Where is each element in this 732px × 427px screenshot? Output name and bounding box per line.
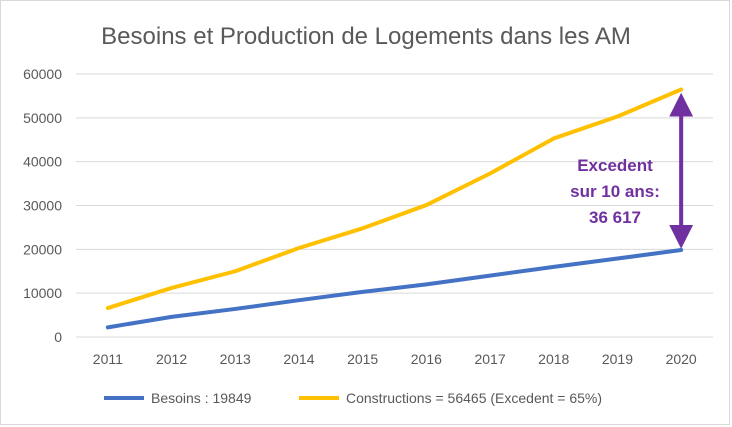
y-tick-label-40000: 40000 xyxy=(23,154,62,170)
x-tick-label-2017: 2017 xyxy=(474,351,505,367)
series-line-constructions xyxy=(105,87,684,311)
legend-label-constructions: Constructions = 56465 (Excedent = 65%) xyxy=(346,390,602,406)
chart-title: Besoins et Production de Logements dans … xyxy=(101,23,631,50)
x-tick-label-2012: 2012 xyxy=(156,351,187,367)
y-tick-label-30000: 30000 xyxy=(23,198,62,214)
x-tick-label-2019: 2019 xyxy=(602,351,633,367)
x-tick-label-2014: 2014 xyxy=(283,351,314,367)
x-tick-label-2020: 2020 xyxy=(666,351,697,367)
y-tick-label-10000: 10000 xyxy=(23,285,62,301)
y-tick-label-60000: 60000 xyxy=(23,66,62,82)
annotation-line-1: Excedent xyxy=(577,156,653,175)
x-tick-label-2016: 2016 xyxy=(411,351,442,367)
series-line-besoins xyxy=(105,248,684,330)
grid-lines xyxy=(76,73,713,294)
x-tick-label-2018: 2018 xyxy=(538,351,569,367)
axes: 0 10000 20000 30000 40000 50000 60000 2011 2012 2… xyxy=(23,66,713,367)
annotation-line-3: 36 617 xyxy=(589,208,641,227)
y-tick-label-0: 0 xyxy=(54,329,62,345)
y-tick-label-20000: 20000 xyxy=(23,241,62,257)
legend: Besoins : 19849 Constructions = 56465 (E… xyxy=(104,390,602,406)
x-tick-label-2011: 2011 xyxy=(93,351,123,367)
x-tick-label-2013: 2013 xyxy=(220,351,251,367)
annotation-group: Excedent sur 10 ans: 36 617 xyxy=(570,92,694,249)
y-tick-label-50000: 50000 xyxy=(23,110,62,126)
annotation-line-2: sur 10 ans: xyxy=(570,182,660,201)
x-tick-label-2015: 2015 xyxy=(347,351,378,367)
series-lines xyxy=(105,87,684,330)
legend-label-besoins: Besoins : 19849 xyxy=(151,390,252,406)
